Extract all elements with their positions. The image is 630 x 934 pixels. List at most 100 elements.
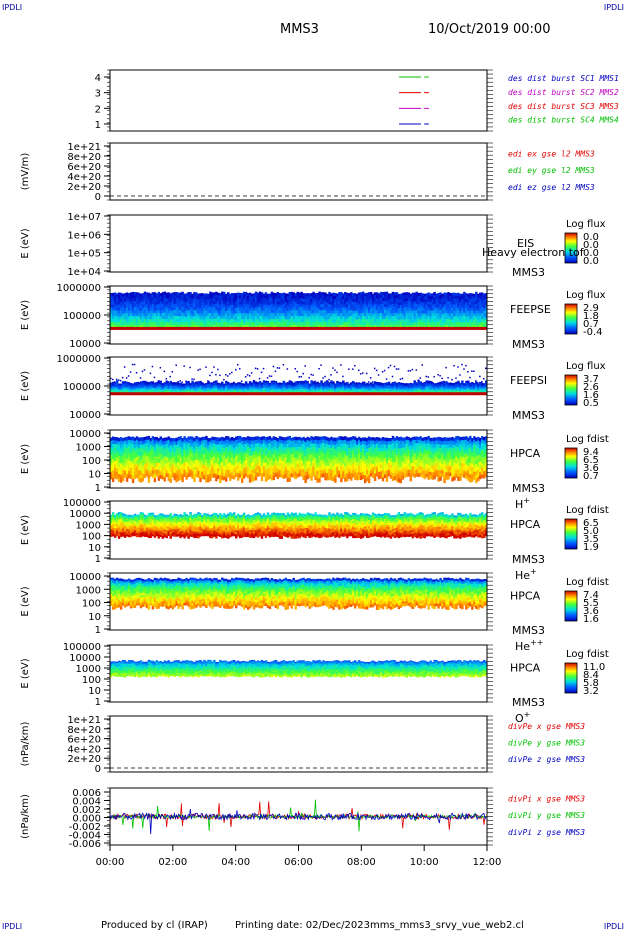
feepsi-instrument: FEEPSI <box>510 374 547 387</box>
hpca-o-cbar-tick: 5.8 <box>583 678 599 689</box>
hpca-o-cbar-tick: 3.2 <box>583 686 599 697</box>
eis-cbar-tick: 0.0 <box>583 248 599 259</box>
feepse-colorbar <box>564 303 578 335</box>
feepsi-ylabel: E (eV) <box>20 371 31 401</box>
eis-ylabel: E (eV) <box>20 228 31 258</box>
des-burst-ytick-label: 3 <box>95 89 101 100</box>
eis-cbar-tick: 0.0 <box>583 256 599 267</box>
hpca-h-cbar-title: Log fdist <box>566 434 609 445</box>
hpca-o-spacecraft: MMS3 <box>512 696 545 709</box>
hpca-h-ytick-label: 10 <box>88 470 101 481</box>
feepsi-spacecraft: MMS3 <box>512 409 545 422</box>
hpca-h-frame <box>109 429 488 489</box>
hpca-he2-ytick-label: 100 <box>82 599 101 610</box>
divpe-legend-entry: divPe y gse MMS3 <box>508 739 585 748</box>
des-burst-ytick-label: 1 <box>95 120 101 131</box>
hpca-o-ytick-label: 10000 <box>69 653 101 664</box>
feepse-cbar-tick: -0.4 <box>583 327 603 338</box>
hpca-o-instrument: HPCA <box>510 662 541 675</box>
hpca-h-ytick-label: 1 <box>95 483 101 494</box>
hpca-he2-cbar-title: Log fdist <box>566 577 609 588</box>
hpca-o-ytick-label: 100 <box>82 675 101 686</box>
hpca-o-ylabel: E (eV) <box>20 658 31 688</box>
eis-ytick-label: 1e+07 <box>67 212 101 223</box>
hpca-he2-cbar-tick: 3.6 <box>583 606 599 617</box>
divpe-ytick-label: 1e+21 <box>67 715 101 726</box>
hpca-he2-spacecraft: MMS3 <box>512 624 545 637</box>
divpe-ytick-label: 4e+20 <box>67 744 101 755</box>
hpca-he2-ytick-label: 1 <box>95 625 101 636</box>
hpca-he1-frame <box>109 500 488 560</box>
hpca-he1-ytick-label: 10000 <box>69 509 101 520</box>
hpca-h-cbar-tick: 3.6 <box>583 463 599 474</box>
feepse-ytick-label: 10000 <box>69 339 101 350</box>
hpca-he2-colorbar <box>564 590 578 622</box>
hpca-h-cbar-tick: 0.7 <box>583 471 599 482</box>
edi-e-ytick-label: 4e+20 <box>67 172 101 183</box>
divpi-ytick-label: 0.004 <box>72 797 101 808</box>
feepsi-cbar-tick: 0.5 <box>583 398 599 409</box>
feepse-spectrogram <box>110 291 488 330</box>
eis-ytick-label: 1e+05 <box>67 249 101 260</box>
hpca-o-cbar-tick: 11.0 <box>583 662 605 673</box>
hpca-h-ylabel: E (eV) <box>20 444 31 474</box>
feepse-cbar-tick: 2.9 <box>583 303 599 314</box>
corner-label-tr: IPDLI <box>603 3 624 12</box>
x-tick-label: 00:00 <box>96 857 125 868</box>
edi-e-legend-entry: edi ey gse l2 MMS3 <box>508 166 595 175</box>
hpca-he1-spectrogram <box>110 512 488 539</box>
corner-label-br: IPDLI <box>603 922 624 931</box>
hpca-o-cbar-title: Log fdist <box>566 649 609 660</box>
feepse-ylabel: E (eV) <box>20 300 31 330</box>
hpca-h-ytick-label: 100 <box>82 456 101 467</box>
edi-e-ytick-label: 6e+20 <box>67 162 101 173</box>
edi-e-ytick-label: 2e+20 <box>67 182 101 193</box>
hpca-h-species: H+ <box>515 496 530 511</box>
divpe-legend-entry: divPe x gse MMS3 <box>508 722 585 731</box>
eis-cbar-tick: 0.0 <box>583 240 599 251</box>
divpi-legend-entry: divPi x gse MMS3 <box>508 794 585 803</box>
feepse-cbar-tick: 0.7 <box>583 319 599 330</box>
hpca-h-instrument: HPCA <box>510 447 541 460</box>
x-tick-label: 02:00 <box>158 857 187 868</box>
hpca-h-spacecraft: MMS3 <box>512 482 545 495</box>
hpca-he1-cbar-title: Log fdist <box>566 505 609 516</box>
des-burst-ytick-label: 4 <box>95 73 101 84</box>
stacked-plots: 4 3 2 1 des dist burst SC1 MMS1 des dist burs… <box>20 69 619 868</box>
hpca-o-ytick-label: 100000 <box>63 642 101 653</box>
x-tick-label: 06:00 <box>284 857 313 868</box>
divpi-series-z <box>109 809 488 835</box>
feepse-cbar-title: Log flux <box>566 290 606 301</box>
corner-label-tl: IPDLI <box>2 3 23 12</box>
hpca-he2-ytick-label: 1000 <box>76 585 101 596</box>
edi-e-legend-entry: edi ez gse l2 MMS3 <box>508 183 595 192</box>
feepse-instrument: FEEPSE <box>510 303 551 316</box>
edi-e-frame <box>109 142 488 201</box>
hpca-he1-colorbar <box>564 518 578 550</box>
divpi-ytick-label: -0.006 <box>69 839 101 850</box>
hpca-he2-ylabel: E (eV) <box>20 586 31 616</box>
divpe-ytick-label: 8e+20 <box>67 725 101 736</box>
hpca-h-ytick-label: 10000 <box>69 429 101 440</box>
des-burst-legend-entry: des dist burst SC4 MMS4 <box>508 116 619 125</box>
hpca-he1-ytick-label: 1000 <box>76 520 101 531</box>
feepsi-cbar-tick: 2.6 <box>583 382 599 393</box>
feepse-cbar-tick: 1.8 <box>583 311 599 322</box>
divpi-ylabel: (nPa/km) <box>20 794 31 839</box>
eis-cbar-title: Log flux <box>566 219 606 230</box>
des-burst-ytick-label: 2 <box>95 104 101 115</box>
footer-printing-date: Printing date: 02/Dec/2023 <box>235 920 371 931</box>
hpca-he2-instrument: HPCA <box>510 590 541 603</box>
divpe-ytick-label: 2e+20 <box>67 754 101 765</box>
eis-overlay-text: Heavy electron tof <box>482 246 585 259</box>
hpca-o-cbar-tick: 8.4 <box>583 670 599 681</box>
divpe-ytick-label: 6e+20 <box>67 735 101 746</box>
feepsi-ytick-label: 100000 <box>63 382 101 393</box>
hpca-o-ytick-label: 10 <box>88 686 101 697</box>
divpi-legend-entry: divPi y gse MMS3 <box>508 811 585 820</box>
hpca-he1-ytick-label: 100 <box>82 532 101 543</box>
hpca-he1-cbar-tick: 1.9 <box>583 542 599 553</box>
divpe-frame <box>109 715 488 773</box>
des-burst-legend-entry: des dist burst SC1 MMS1 <box>508 74 619 83</box>
hpca-h-colorbar <box>564 447 578 479</box>
